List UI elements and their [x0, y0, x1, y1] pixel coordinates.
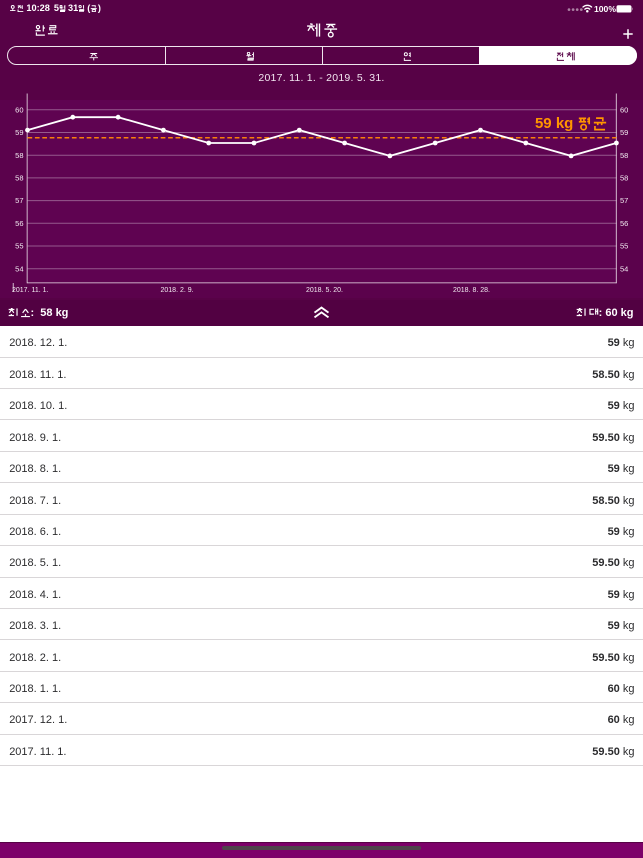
- svg-text:2018. 8. 28.: 2018. 8. 28.: [453, 287, 490, 294]
- svg-text:54: 54: [15, 264, 23, 273]
- svg-text:55: 55: [15, 242, 23, 251]
- svg-text:58: 58: [15, 174, 23, 183]
- svg-text:59: 59: [15, 128, 23, 137]
- svg-text:2017. 11. 1.: 2017. 11. 1.: [12, 287, 49, 294]
- svg-text:57: 57: [620, 196, 628, 205]
- svg-text:2018. 5. 20.: 2018. 5. 20.: [306, 287, 343, 294]
- svg-text:60: 60: [620, 105, 628, 114]
- svg-text:58: 58: [620, 151, 628, 160]
- svg-text:55: 55: [620, 242, 628, 251]
- svg-text:56: 56: [620, 219, 628, 228]
- svg-text:56: 56: [15, 219, 23, 228]
- svg-text:60: 60: [15, 105, 23, 114]
- svg-text:57: 57: [15, 196, 23, 205]
- svg-text:58: 58: [15, 151, 23, 160]
- svg-text:59: 59: [620, 128, 628, 137]
- svg-text:58: 58: [620, 174, 628, 183]
- svg-text:54: 54: [620, 264, 628, 273]
- svg-text:2018. 2. 9.: 2018. 2. 9.: [161, 287, 194, 294]
